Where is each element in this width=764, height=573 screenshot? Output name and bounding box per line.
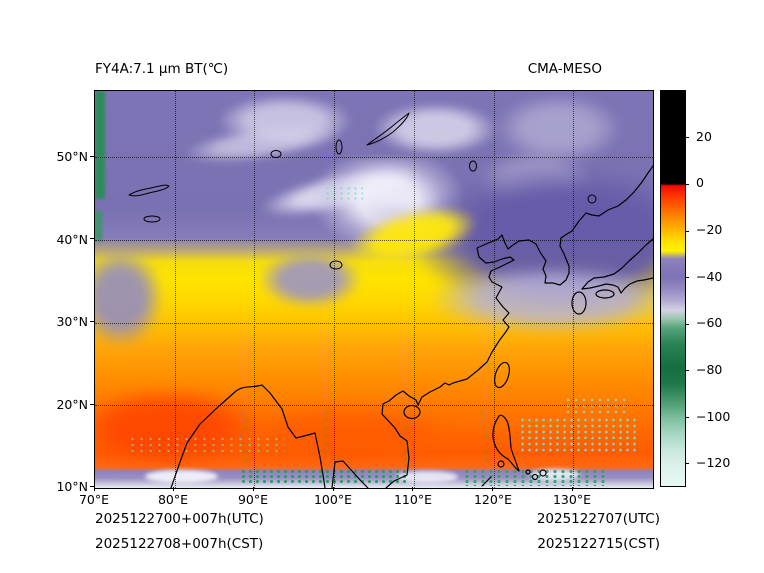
colorbar-tick-0: 0 [696,175,704,190]
lake-khovsgol [335,139,343,155]
coast-luzon [492,414,520,472]
coast-japan-south [581,277,653,294]
plot-title-model: CMA-MESO [527,61,602,77]
coast-kyushu [571,291,587,315]
coast-island-3 [539,469,547,477]
colorbar-tick-m20: −20 [696,222,723,237]
lake-issyk-kul [143,215,161,223]
x-tick-110e: 110°E [393,492,432,507]
timestamp-valid-utc: 2025122707(UTC) [536,511,660,527]
coastlines-layer [128,112,653,488]
x-tick-130e: 130°E [552,492,591,507]
coast-shikoku [595,289,615,299]
y-tick-30n: 30°N [56,314,88,329]
colorbar-tick-m120: −120 [696,455,731,470]
y-tick-20n: 20°N [56,397,88,412]
y-tick-50n: 50°N [56,149,88,164]
lake-qinghai [329,260,343,270]
x-tick-90e: 90°E [237,492,269,507]
coast-hainan [403,404,421,420]
colorbar-tick-m80: −80 [696,362,723,377]
map-plot-area [94,90,654,489]
colorbar-tick-m40: −40 [696,269,723,284]
lake-khanka [587,194,597,204]
coast-taiwan [494,361,510,389]
lake-baikal [366,112,410,146]
y-tick-10n: 10°N [56,479,88,494]
coast-island-2 [531,473,539,481]
x-tick-70e: 70°E [78,492,110,507]
colorbar-tick-20: 20 [696,129,712,144]
x-tick-120e: 120°E [473,492,512,507]
coast-india-indochina [170,384,326,488]
timestamp-init-cst: 2025122708+007h(CST) [95,536,264,552]
lake-balkhash [128,184,170,197]
coast-japan-north [581,238,653,290]
lake-hulun [469,160,477,172]
x-tick-100e: 100°E [313,492,352,507]
lake-uvs [270,150,282,158]
timestamp-init-utc: 2025122700+007h(UTC) [95,511,264,527]
graticule [95,91,653,488]
timestamp-valid-cst: 2025122715(CST) [537,536,660,552]
x-tick-80e: 80°E [157,492,189,507]
plot-title-variable: FY4A:7.1 μm BT(℃) [95,61,229,77]
coast-island-1 [525,469,531,475]
colorbar-tick-m100: −100 [696,409,731,424]
coast-palawan [481,476,492,487]
coast-mindoro [497,460,505,468]
colorbar [660,90,689,487]
coast-vietnam-china-korea [381,165,653,488]
colorbar-tick-m60: −60 [696,315,723,330]
y-tick-40n: 40°N [56,232,88,247]
coast-gulf-thailand [331,460,369,488]
